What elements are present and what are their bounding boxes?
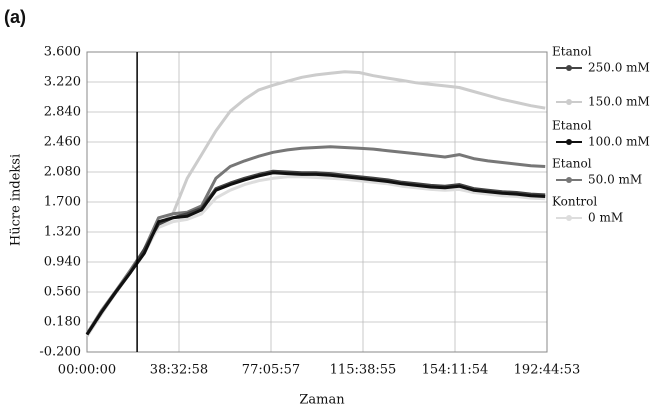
legend-marker: [566, 177, 572, 183]
y-tick-label: -0.200: [39, 345, 81, 360]
legend-marker: [566, 215, 572, 221]
y-axis-label: Hücre indeksi: [9, 154, 24, 246]
y-tick-label: 2.840: [44, 105, 81, 120]
series-line: [85, 70, 546, 338]
plot-frame: [86, 51, 548, 353]
y-tick-label: 3.220: [44, 75, 81, 90]
y-tick-label: 3.600: [44, 45, 81, 60]
y-tick-label: 0.180: [44, 315, 81, 330]
legend-label: 150.0 mM: [588, 95, 650, 109]
x-tick-label: 115:38:55: [330, 363, 397, 378]
legend-group: Kontrol: [552, 195, 597, 209]
y-tick-label: 2.460: [44, 135, 81, 150]
y-tick-label: 2.080: [44, 165, 81, 180]
legend-label: 0 mM: [588, 211, 623, 225]
series-line: [85, 175, 546, 337]
legend-marker: [566, 65, 572, 71]
x-tick-label: 154:11:54: [422, 363, 489, 378]
y-tick-label: 0.940: [44, 255, 81, 270]
x-tick-label: 00:00:00: [58, 363, 116, 378]
legend-marker: [566, 139, 572, 145]
x-axis-label: Zaman: [299, 393, 345, 408]
legend-label: 50.0 mM: [588, 173, 642, 187]
legend-group: Etanol: [552, 45, 592, 59]
chart-title: (a): [4, 7, 26, 27]
legend-marker: [566, 99, 572, 105]
y-tick-label: 1.320: [44, 225, 81, 240]
legend-group: Etanol: [552, 157, 592, 171]
y-tick-label: 1.700: [44, 195, 81, 210]
series-line: [85, 171, 546, 336]
series-line: [85, 145, 546, 335]
x-tick-label: 192:44:53: [514, 363, 581, 378]
x-tick-label: 38:32:58: [150, 363, 208, 378]
y-tick-label: 0.560: [44, 285, 81, 300]
legend-group: Etanol: [552, 119, 592, 133]
legend-label: 250.0 mM: [588, 61, 650, 75]
legend-label: 100.0 mM: [588, 135, 650, 149]
x-tick-label: 77:05:57: [242, 363, 300, 378]
series-line: [85, 169, 546, 336]
